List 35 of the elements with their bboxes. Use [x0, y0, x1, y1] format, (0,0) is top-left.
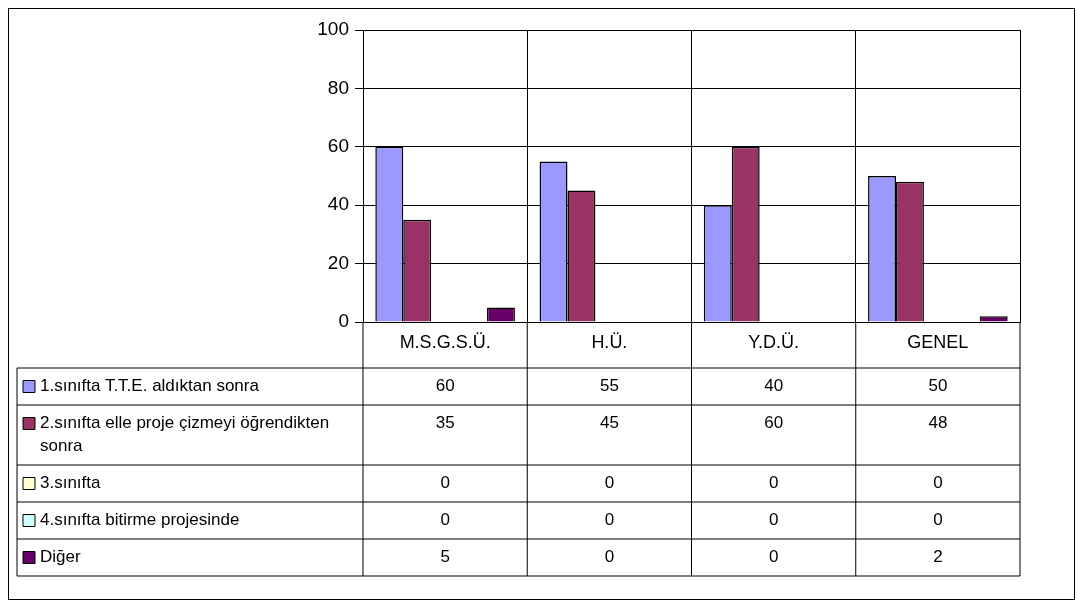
- data-label: 45: [599, 413, 619, 433]
- legend-label: 1.sınıfta T.T.E. aldıktan sonra: [40, 376, 260, 396]
- legend-label: 2.sınıfta elle proje çizmeyi öğrendikten sonra: [40, 413, 330, 456]
- data-label: 0: [768, 547, 779, 567]
- data-label: 60: [435, 376, 455, 396]
- legend-label: Diğer: [40, 547, 81, 567]
- data-label: 60: [764, 413, 784, 433]
- y-tick-label: 100: [317, 18, 349, 40]
- data-label: 0: [768, 510, 779, 530]
- data-label: 0: [604, 473, 615, 493]
- data-label: 35: [435, 413, 455, 433]
- data-label: 0: [604, 510, 615, 530]
- data-label: 40: [764, 376, 784, 396]
- data-label: 2: [933, 547, 943, 567]
- x-tick-label: GENEL: [907, 331, 969, 352]
- data-label: 0: [933, 510, 943, 530]
- x-tick-label: Y.D.Ü.: [748, 331, 799, 352]
- y-tick-label: 20: [327, 251, 349, 273]
- data-label: 0: [440, 473, 450, 493]
- data-label: 55: [599, 376, 619, 396]
- y-tick-label: 60: [327, 135, 349, 157]
- data-label: 0: [440, 510, 450, 530]
- data-label: 0: [768, 473, 779, 493]
- data-label: 0: [604, 547, 615, 567]
- data-label: 48: [928, 413, 948, 433]
- x-tick-label: H.Ü.: [591, 331, 628, 352]
- data-label: 5: [440, 547, 450, 567]
- x-tick-label: M.S.G.S.Ü.: [399, 331, 491, 352]
- y-tick-label: 80: [327, 76, 349, 98]
- data-label: 50: [928, 376, 948, 396]
- data-label: 0: [933, 473, 943, 493]
- y-tick-label: 40: [327, 193, 349, 215]
- legend-label: 4.sınıfta bitirme projesinde: [40, 510, 240, 530]
- legend-label: 3.sınıfta: [40, 473, 102, 493]
- y-tick-label: 0: [338, 310, 349, 332]
